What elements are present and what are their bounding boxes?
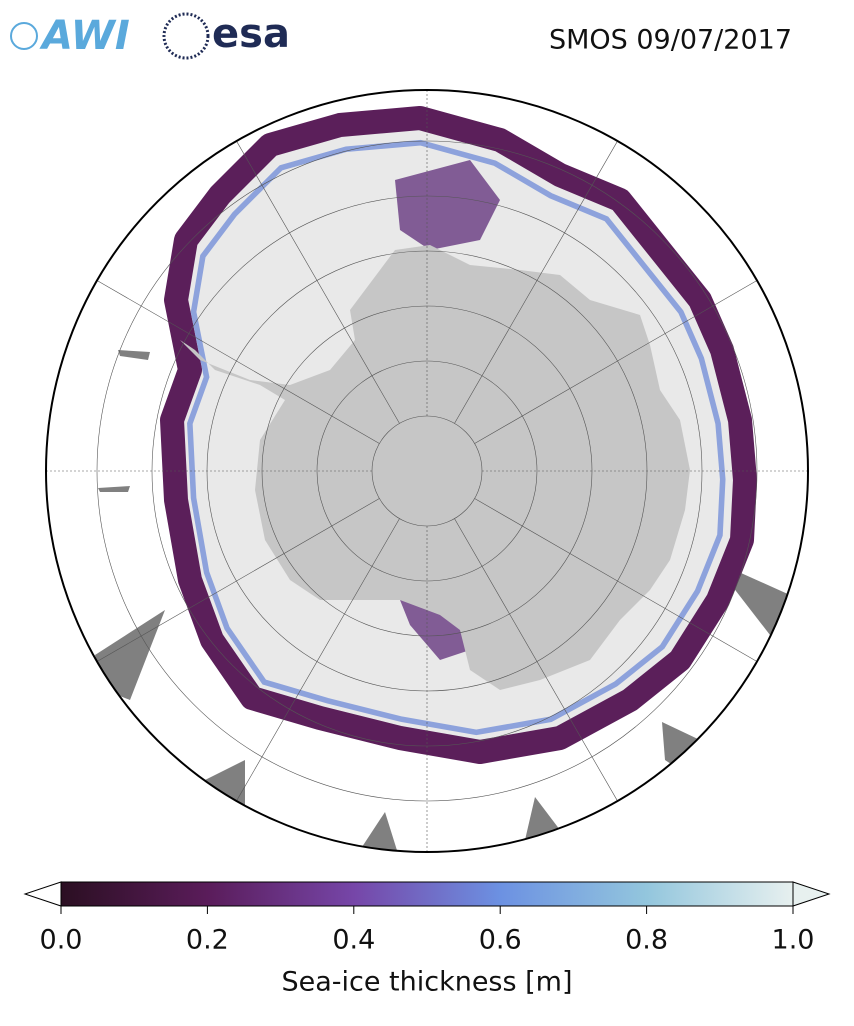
parallel (316, 360, 538, 582)
meridian (96, 280, 380, 444)
continent (180, 245, 690, 690)
tick-label: 0.6 (479, 925, 522, 956)
title: SMOS 09/07/2017 (549, 25, 792, 56)
colorbar (23, 881, 831, 907)
tick-label: 0.2 (186, 925, 229, 956)
meridian (454, 518, 618, 802)
tick-label: 0.0 (40, 925, 83, 956)
logo-text: AWI (39, 13, 130, 59)
awi-logo: AWI (10, 13, 130, 59)
meridian (96, 498, 380, 662)
meridian (454, 140, 618, 424)
logo-text: esa (212, 11, 290, 57)
colorbar-scale (60, 881, 794, 907)
graticule (46, 90, 808, 852)
meridian (236, 140, 400, 424)
tick-label: 1.0 (772, 925, 815, 956)
esa-logo: esa (162, 11, 290, 60)
map (46, 90, 808, 852)
meridian (236, 518, 400, 802)
map-border (45, 89, 809, 853)
meridian (474, 280, 758, 444)
colorbar-label: Sea-ice thickness [m] (281, 967, 572, 998)
tick-label: 0.4 (332, 925, 375, 956)
meridian (474, 498, 758, 662)
tick-label: 0.8 (625, 925, 668, 956)
parallel (96, 140, 758, 802)
